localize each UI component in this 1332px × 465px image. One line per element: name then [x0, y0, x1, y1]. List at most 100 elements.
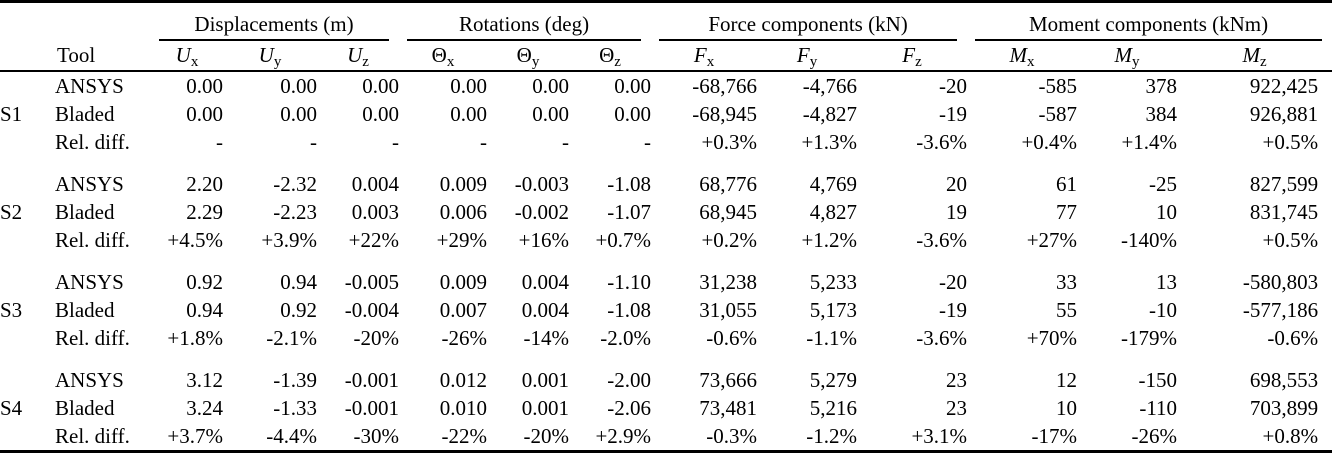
var-symbol: M: [1009, 43, 1028, 67]
value-cell: -2.06: [607, 396, 652, 420]
header-spacer: [0, 41, 55, 72]
tool-cell: Bladed: [55, 396, 115, 420]
value-cell: +3.9%: [261, 228, 317, 252]
value-cell: 10: [1156, 200, 1178, 224]
var-symbol: M: [1242, 43, 1260, 67]
value-cell: -0.6%: [706, 326, 758, 350]
value-cell: +16%: [518, 228, 570, 252]
table-row-s1-reldiff: Rel. diff. - - - - - - +0.3% +1.3% -3.6%…: [0, 128, 1332, 156]
value-cell: -20: [939, 270, 968, 294]
value-cell: +0.7%: [595, 228, 652, 252]
value-cell: 19: [946, 200, 968, 224]
var-subscript: x: [1027, 54, 1035, 70]
value-cell: 0.006: [439, 200, 488, 224]
column-header-uz: Uz: [317, 41, 400, 72]
value-cell: +22%: [348, 228, 400, 252]
column-header-uy: Uy: [223, 41, 317, 72]
value-cell: -580,803: [1242, 270, 1319, 294]
value-cell: -0.001: [344, 396, 400, 420]
value-cell: +0.4%: [1021, 130, 1078, 154]
value-cell: +1.3%: [801, 130, 858, 154]
column-header-fz: Fz: [857, 41, 968, 72]
value-cell: -: [216, 130, 223, 154]
value-cell: -0.003: [514, 172, 570, 196]
value-cell: -2.23: [273, 200, 317, 224]
var-subscript: z: [1259, 54, 1267, 70]
value-cell: 378: [1145, 74, 1178, 98]
value-cell: -0.3%: [706, 424, 758, 448]
group-header-moments: Moment components (kNm): [967, 2, 1332, 41]
value-cell: 5,233: [809, 270, 858, 294]
column-header-tool: Tool: [55, 41, 151, 72]
var-symbol: Θ: [516, 43, 532, 67]
value-cell: -19: [939, 298, 968, 322]
value-cell: -30%: [353, 424, 400, 448]
value-cell: -179%: [1121, 326, 1178, 350]
value-cell: -: [392, 130, 400, 154]
column-header-ux: Ux: [151, 41, 223, 72]
value-cell: 0.00: [186, 74, 223, 98]
tool-cell: Bladed: [55, 200, 115, 224]
value-cell: 0.92: [280, 298, 317, 322]
table-row-s3-bladed: Bladed 0.94 0.92 -0.004 0.007 0.004 -1.0…: [0, 296, 1332, 324]
value-cell: -20%: [353, 326, 400, 350]
value-cell: 2.20: [186, 172, 223, 196]
value-cell: -1.07: [607, 200, 652, 224]
value-cell: -25: [1149, 172, 1178, 196]
value-cell: 0.00: [280, 74, 317, 98]
value-cell: 698,553: [1249, 368, 1319, 392]
sensor-label: S1: [0, 102, 23, 126]
value-cell: -587: [1038, 102, 1078, 126]
value-cell: 20: [946, 172, 968, 196]
sensor-label: S4: [0, 396, 23, 420]
table-row-s2-ansys: S2 ANSYS 2.20 -2.32 0.004 0.009 -0.003 -…: [0, 156, 1332, 224]
value-cell: 3.24: [186, 396, 223, 420]
value-cell: -: [480, 130, 488, 154]
value-cell: -20: [939, 74, 968, 98]
value-cell: -1.08: [607, 298, 652, 322]
table-row-s3-ansys: S3 ANSYS 0.92 0.94 -0.005 0.009 0.004 -1…: [0, 254, 1332, 322]
group-header-displacements: Displacements (m): [151, 2, 399, 41]
value-cell: -1.08: [607, 172, 652, 196]
value-cell: 0.00: [186, 102, 223, 126]
value-cell: -0.005: [344, 270, 400, 294]
column-header-row: Tool Ux Uy Uz Θx Θy Θz Fx Fy Fz Mx My Mz: [0, 41, 1332, 72]
var-subscript: z: [362, 54, 369, 70]
var-symbol: Θ: [599, 43, 615, 67]
column-header-mz: Mz: [1177, 41, 1332, 72]
value-cell: 0.012: [439, 368, 488, 392]
table-row-s4-reldiff: Rel. diff. +3.7% -4.4% -30% -22% -20% +2…: [0, 422, 1332, 452]
value-cell: 926,881: [1249, 102, 1319, 126]
value-cell: +0.2%: [701, 228, 758, 252]
value-cell: 0.00: [532, 102, 570, 126]
value-cell: 0.92: [186, 270, 223, 294]
var-subscript: y: [1132, 54, 1140, 70]
value-cell: -2.0%: [600, 326, 652, 350]
var-symbol: F: [796, 43, 810, 67]
value-cell: +1.2%: [801, 228, 858, 252]
group-header-label: Moment components (kNm): [975, 11, 1323, 41]
value-cell: 13: [1156, 270, 1178, 294]
tool-cell: ANSYS: [55, 368, 124, 392]
value-cell: 922,425: [1249, 74, 1319, 98]
var-symbol: U: [258, 43, 274, 67]
value-cell: 5,279: [809, 368, 858, 392]
value-cell: 0.010: [439, 396, 488, 420]
value-cell: 10: [1056, 396, 1078, 420]
var-subscript: y: [809, 54, 818, 70]
value-cell: 23: [946, 368, 968, 392]
table-row-s3-reldiff: Rel. diff. +1.8% -2.1% -20% -26% -14% -2…: [0, 324, 1332, 352]
value-cell: +1.4%: [1121, 130, 1178, 154]
value-cell: 33: [1056, 270, 1078, 294]
value-cell: 0.009: [439, 270, 488, 294]
value-cell: +3.7%: [167, 424, 223, 448]
value-cell: 0.00: [614, 102, 652, 126]
value-cell: -1.10: [607, 270, 652, 294]
tool-cell: ANSYS: [55, 270, 124, 294]
value-cell: -3.6%: [916, 228, 968, 252]
value-cell: -4,766: [802, 74, 858, 98]
value-cell: -0.6%: [1267, 326, 1319, 350]
var-subscript: z: [915, 54, 922, 70]
value-cell: 5,173: [809, 298, 858, 322]
